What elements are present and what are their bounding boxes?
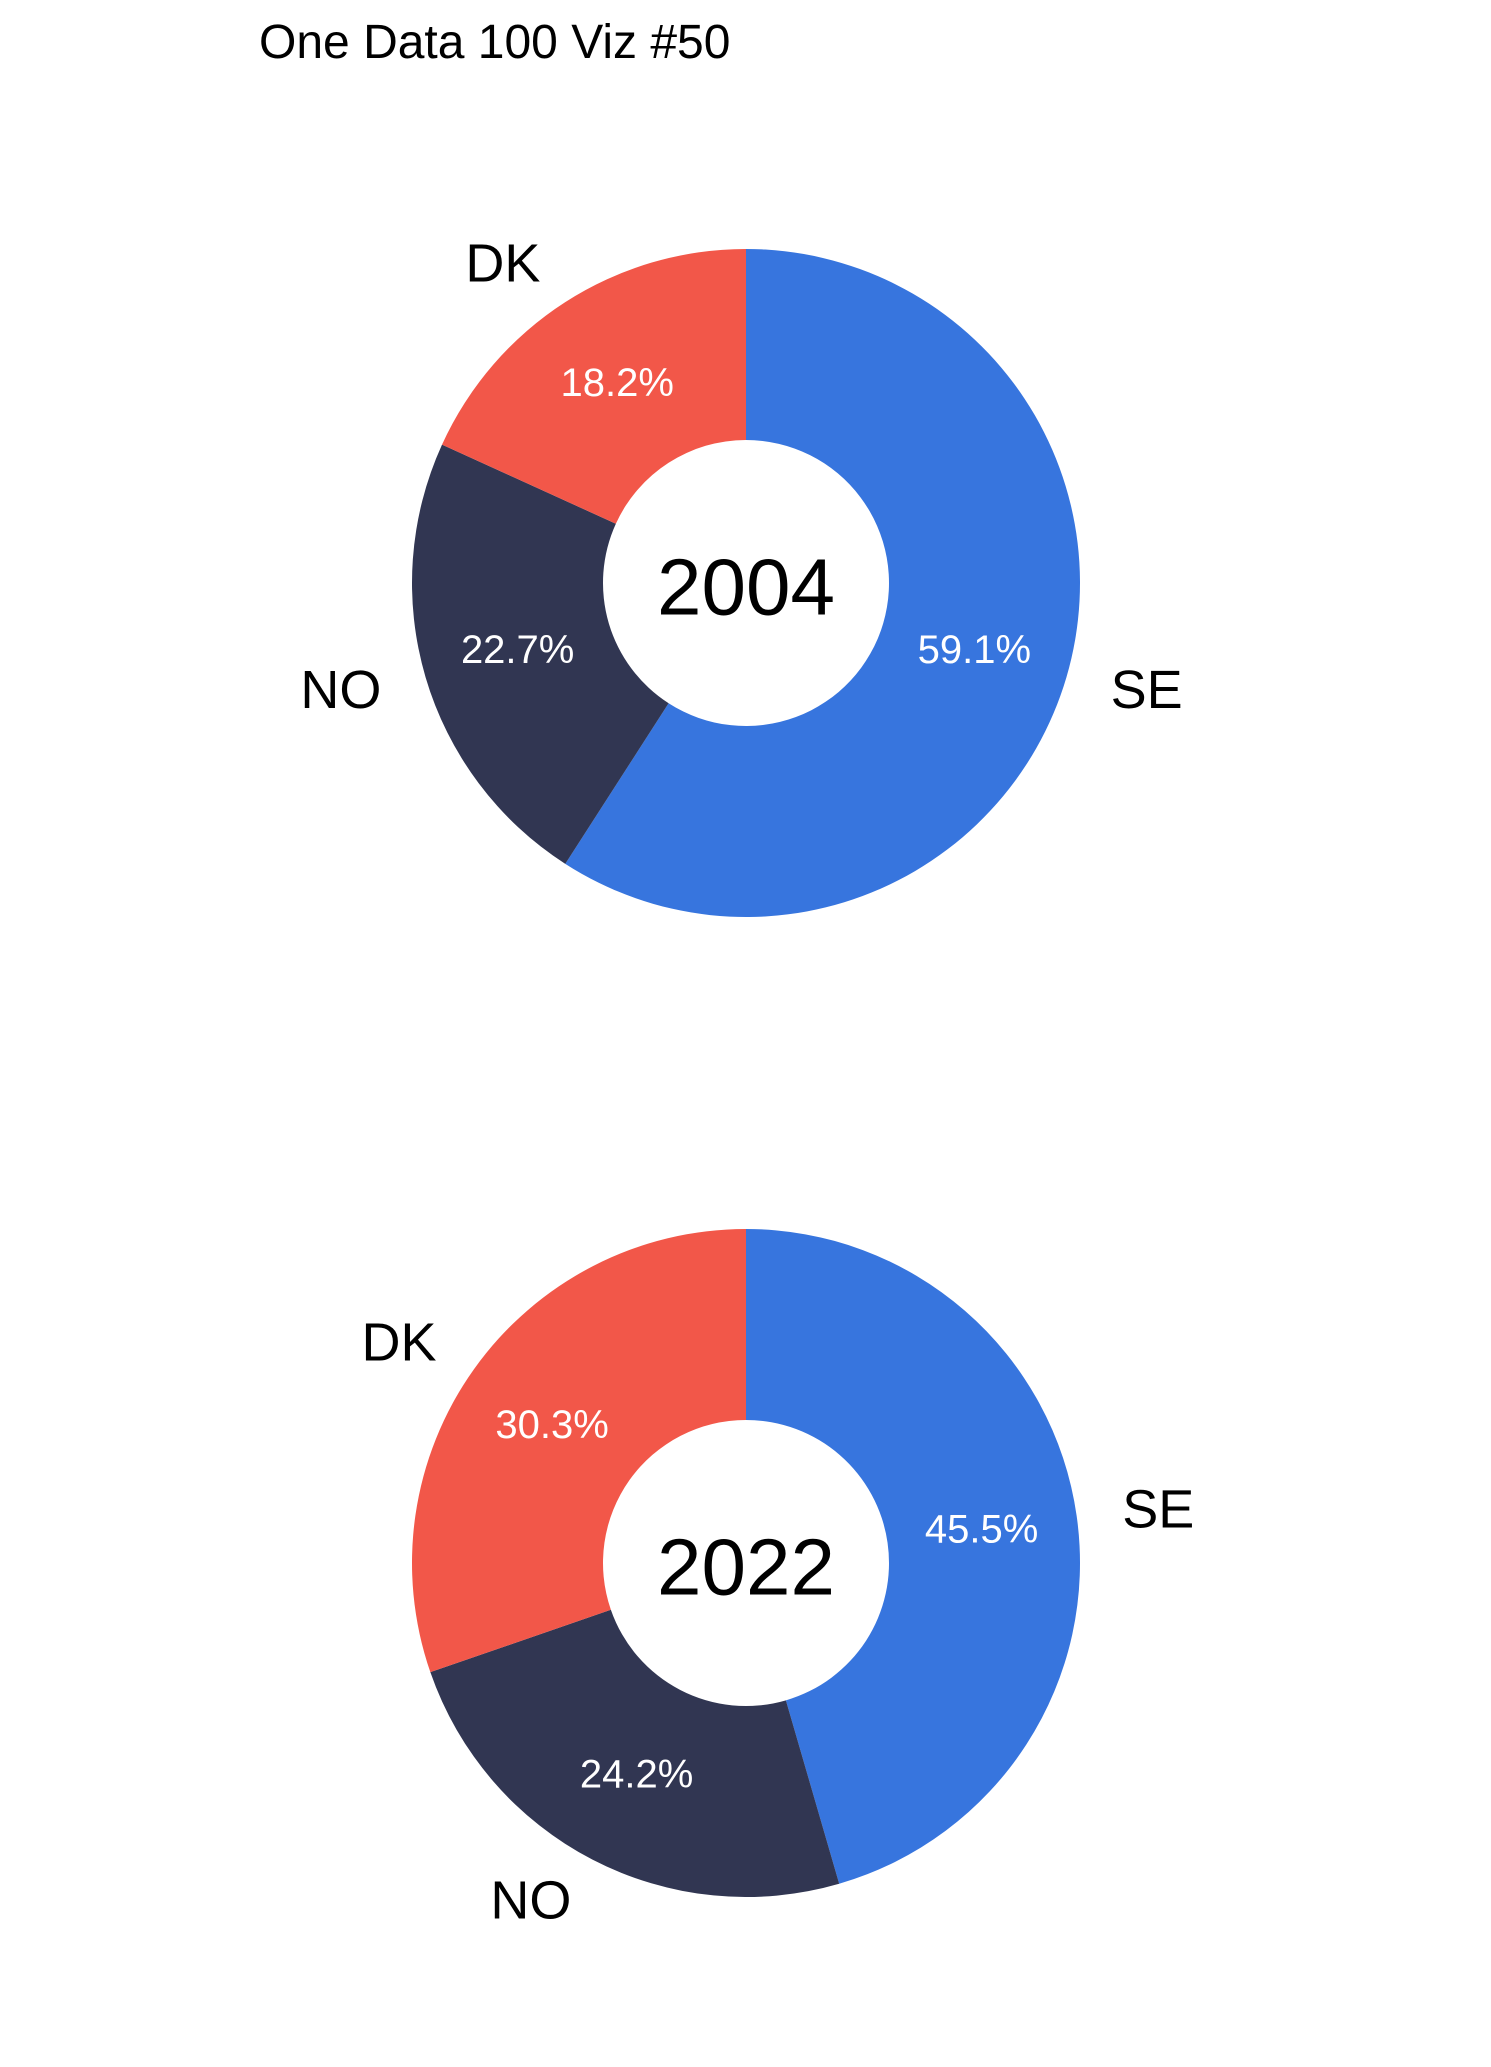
slice-no <box>430 1609 840 1897</box>
chart-title: One Data 100 Viz #50 <box>259 16 731 69</box>
percent-label-se: 45.5% <box>925 1507 1038 1551</box>
donut-chart-2004: 59.1% SE 22.7% NO 18.2% DK 2004 <box>300 233 1183 917</box>
percent-label-se: 59.1% <box>918 628 1031 672</box>
category-label-no: NO <box>300 660 381 720</box>
center-year-label: 2022 <box>657 1523 835 1612</box>
percent-label-dk: 18.2% <box>561 361 674 405</box>
percent-label-dk: 30.3% <box>495 1403 608 1447</box>
category-label-dk: DK <box>361 1313 436 1373</box>
percent-label-no: 22.7% <box>461 628 574 672</box>
slice-no <box>411 444 669 864</box>
category-label-se: SE <box>1122 1479 1194 1539</box>
slice-se <box>746 1229 1080 1884</box>
category-label-dk: DK <box>465 233 540 293</box>
category-label-no: NO <box>490 1870 571 1930</box>
percent-label-no: 24.2% <box>580 1752 693 1796</box>
slice-dk <box>442 249 746 524</box>
donut-chart-2022: 45.5% SE 24.2% NO 30.3% DK 2022 <box>361 1229 1194 1930</box>
category-label-se: SE <box>1111 660 1183 720</box>
slice-dk <box>411 1229 746 1673</box>
slice-se <box>565 249 1080 917</box>
center-year-label: 2004 <box>657 543 835 632</box>
